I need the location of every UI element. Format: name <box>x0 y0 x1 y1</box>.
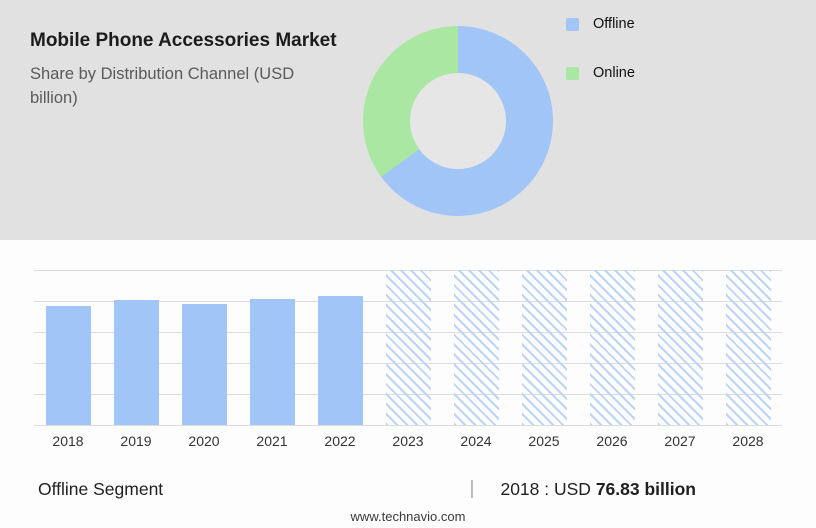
bar-column-2028 <box>714 270 782 425</box>
bar-column-2023 <box>374 270 442 425</box>
separator: | <box>469 478 475 499</box>
bar-column-2022 <box>306 270 374 425</box>
year-prefix: 2018 : USD <box>500 478 591 499</box>
bar-column-2024 <box>442 270 510 425</box>
x-label-2021: 2021 <box>256 433 288 449</box>
bar-column-2025 <box>510 270 578 425</box>
bar-2021 <box>249 299 295 425</box>
forecast-bar-2024 <box>453 270 499 425</box>
x-label-2025: 2025 <box>528 433 560 449</box>
value-bold: 76.83 billion <box>595 478 696 499</box>
forecast-bar-2027 <box>657 270 703 425</box>
bar-column-2018 <box>34 270 102 425</box>
x-label-2028: 2028 <box>732 433 764 449</box>
bar-column-2026 <box>578 270 646 425</box>
x-label-2022: 2022 <box>324 433 356 449</box>
legend-label-online: Online <box>593 65 635 81</box>
header-panel: Mobile Phone Accessories Market Share by… <box>0 0 816 240</box>
forecast-bar-2025 <box>521 270 567 425</box>
bars-row <box>34 270 782 425</box>
x-label-2027: 2027 <box>664 433 696 449</box>
forecast-bar-2023 <box>385 270 431 425</box>
bar-column-2027 <box>646 270 714 425</box>
x-axis-labels: 2018 2019 2020 2021 2022 2023 2024 2025 2026 2027… <box>34 433 782 449</box>
legend-label-offline: Offline <box>593 16 635 32</box>
donut-chart <box>363 26 553 216</box>
bar-column-2019 <box>102 270 170 425</box>
page-title: Mobile Phone Accessories Market <box>30 30 337 51</box>
x-label-2024: 2024 <box>460 433 492 449</box>
x-label-2018: 2018 <box>52 433 84 449</box>
value-callout: 2018 : USD 76.83 billion <box>500 479 696 500</box>
segment-label: Offline Segment <box>38 478 164 499</box>
title-block: Mobile Phone Accessories Market Share by… <box>30 26 340 111</box>
x-label-2023: 2023 <box>392 433 424 449</box>
bar-chart-section: 2018 2019 2020 2021 2022 2023 2024 2025 2026 2027… <box>0 240 816 449</box>
legend-swatch-offline <box>566 17 579 31</box>
donut-hole <box>410 73 506 169</box>
x-label-2026: 2026 <box>596 433 628 449</box>
page-subtitle: Share by Distribution Channel (USD billi… <box>30 65 295 108</box>
bar-chart <box>34 270 782 426</box>
legend-item-offline[interactable]: Offline <box>566 16 635 32</box>
legend-item-online[interactable]: Online <box>566 65 635 81</box>
x-label-2020: 2020 <box>188 433 220 449</box>
forecast-bar-2026 <box>589 270 635 425</box>
forecast-bar-2028 <box>725 270 771 425</box>
bar-2020 <box>181 304 227 425</box>
website-link[interactable]: www.technavio.com <box>350 509 466 524</box>
bar-column-2021 <box>238 270 306 425</box>
x-label-2019: 2019 <box>120 433 152 449</box>
legend-swatch-online <box>566 66 579 80</box>
legend: Offline Online <box>566 16 635 81</box>
bar-column-2020 <box>170 270 238 425</box>
bar-2022 <box>317 295 363 425</box>
bar-2019 <box>113 300 159 425</box>
gridline <box>34 425 782 426</box>
annotation-row: Offline Segment | 2018 : USD 76.83 billi… <box>0 478 816 500</box>
bar-2018 <box>45 305 91 425</box>
